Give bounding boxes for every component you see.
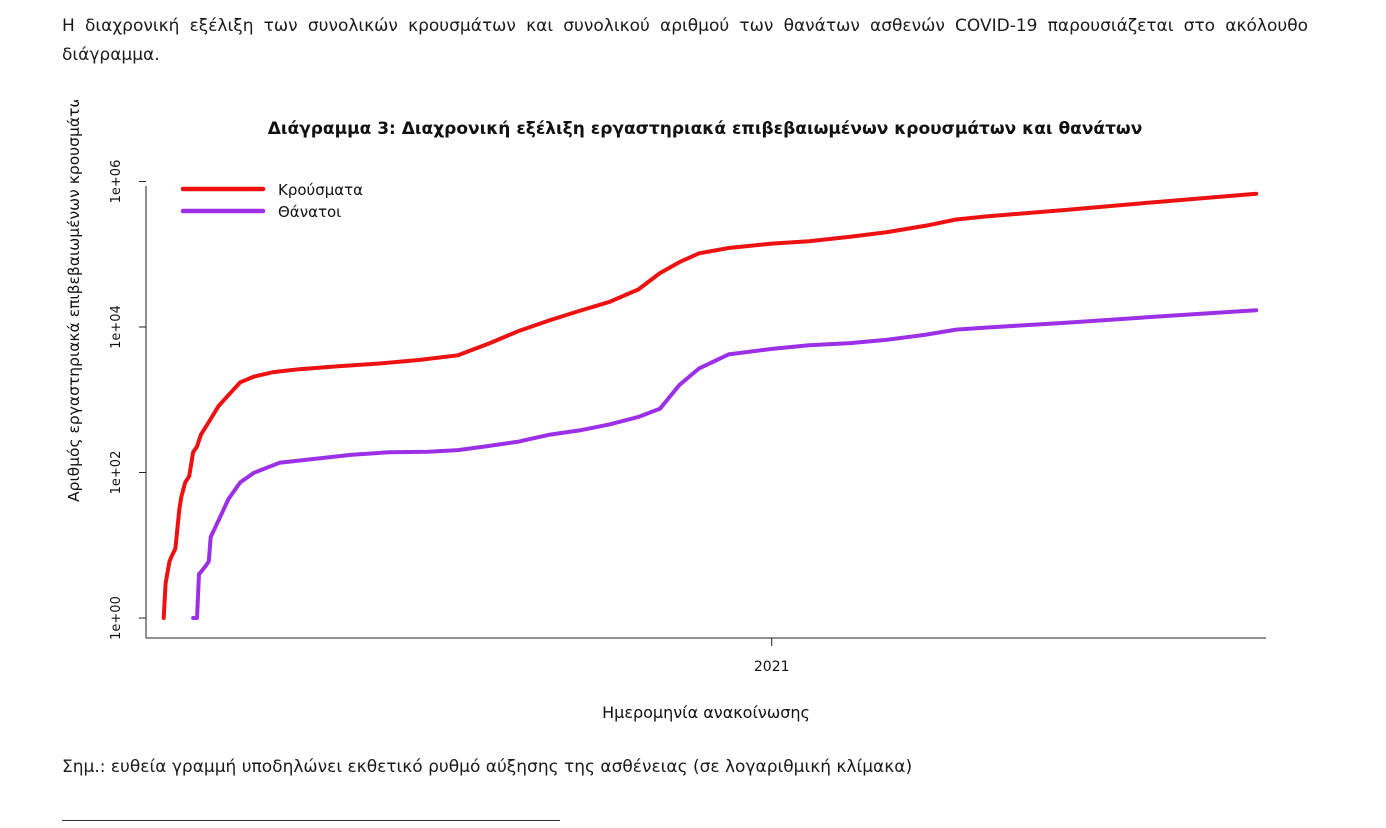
- footnote-separator: [62, 820, 560, 821]
- y-tick-label: 1e+06: [109, 160, 124, 204]
- y-ticks: 1e+00 1e+02 1e+04 1e+06: [109, 160, 146, 640]
- series-line-deaths: [191, 308, 1259, 620]
- chart-title: Διάγραμμα 3: Διαχρονική εξέλιξη εργαστηρ…: [268, 119, 1143, 139]
- legend-label-deaths: Θάνατοι: [278, 203, 341, 221]
- y-tick-label: 1e+00: [109, 596, 124, 640]
- series-line-cases: [161, 191, 1259, 620]
- chart-svg: Διάγραμμα 3: Διαχρονική εξέλιξη εργαστηρ…: [65, 100, 1266, 722]
- y-axis-label: Αριθμός εργαστηριακά επιβεβαιωμένων κρου…: [65, 100, 83, 502]
- chart-note: Σημ.: ευθεία γραμμή υποδηλώνει εκθετικό …: [62, 757, 913, 777]
- x-tick-label: 2021: [754, 659, 790, 675]
- x-ticks: 2021: [754, 638, 790, 675]
- intro-paragraph: Η διαχρονική εξέλιξη των συνολικών κρουσ…: [62, 16, 1308, 65]
- y-tick-label: 1e+02: [109, 451, 124, 495]
- series-lines: [161, 191, 1259, 620]
- legend-label-cases: Κρούσματα: [278, 181, 363, 199]
- y-tick-label: 1e+04: [109, 305, 124, 349]
- x-axis-label: Ημερομηνία ανακοίνωσης: [602, 703, 810, 722]
- legend: Κρούσματα Θάνατοι: [180, 181, 363, 221]
- chart-figure: Διάγραμμα 3: Διαχρονική εξέλιξη εργαστηρ…: [0, 100, 1386, 740]
